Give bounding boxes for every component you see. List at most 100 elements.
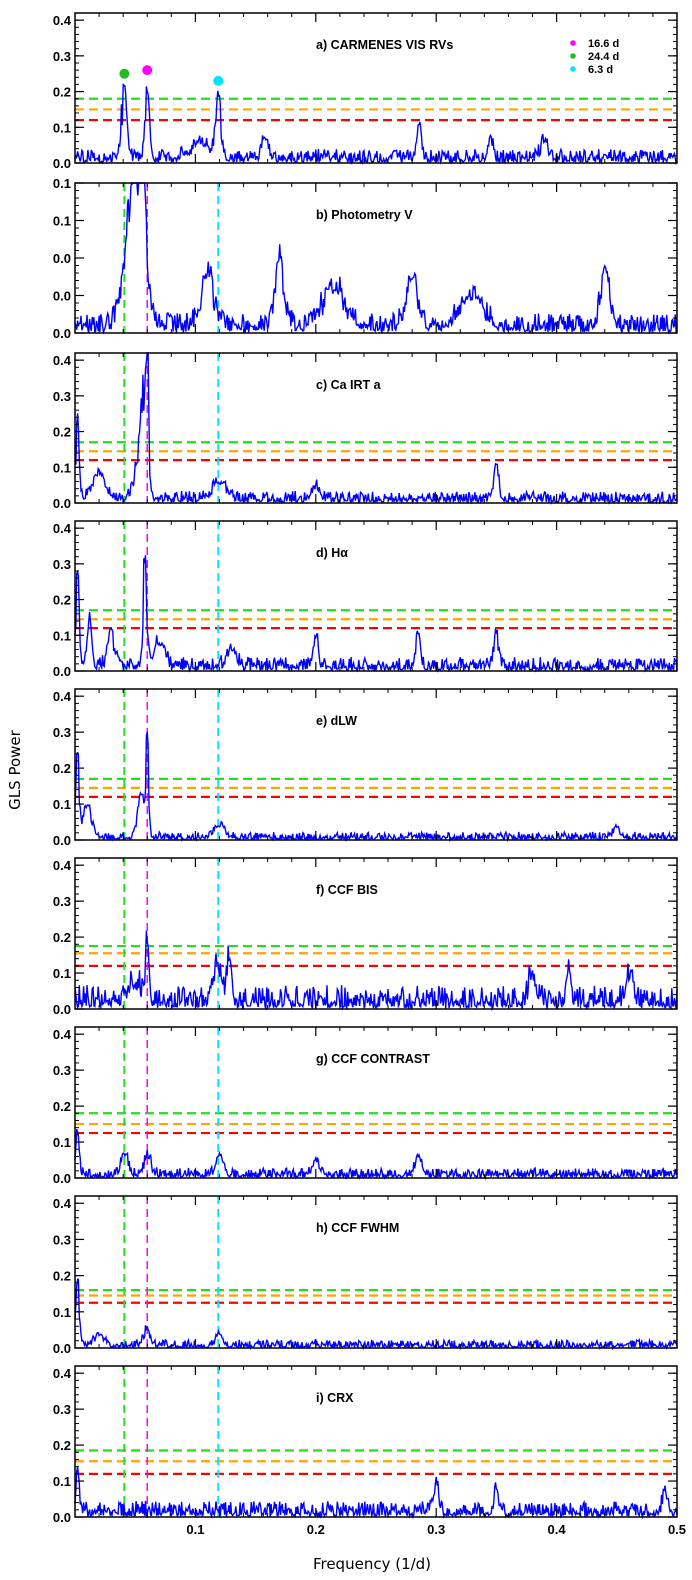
- panel-frame: [74, 520, 678, 672]
- y-tick-label: 0.1: [53, 214, 71, 229]
- y-tick-label: 0.3: [53, 49, 71, 64]
- legend-marker: [570, 53, 576, 59]
- x-tick-label: 0.3: [427, 1522, 445, 1537]
- panel-title: g) CCF CONTRAST: [316, 1052, 430, 1066]
- y-tick-label: 0.1: [53, 1135, 71, 1150]
- panel-frame: [74, 352, 678, 504]
- x-tick-label: 0.5: [668, 1522, 686, 1537]
- y-tick-label: 0.1: [53, 628, 71, 643]
- periodogram-line: [74, 1128, 678, 1181]
- legend-label: 6.3 d: [588, 64, 613, 76]
- y-tick-label: 0.3: [53, 894, 71, 909]
- panel-frame: [74, 1195, 678, 1349]
- panel-title: f) CCF BIS: [316, 883, 378, 897]
- panel-title: b) Photometry V: [316, 208, 413, 222]
- periodogram-line: [74, 555, 678, 673]
- panel-9: 0.0 0.1 0.2 0.3 0.4 0.1 0.2 0.3 0.4 0.5 i) CRX: [53, 1365, 686, 1537]
- y-tick-label: 0.1: [53, 460, 71, 475]
- y-tick-label: 0.2: [53, 85, 71, 100]
- panel-frame: [74, 857, 678, 1010]
- y-tick-label: 0.4: [53, 689, 72, 704]
- panel-6: 0.0 0.1 0.2 0.3 0.4 f) CCF BIS: [53, 857, 678, 1017]
- y-tick-label: 0.1: [53, 797, 71, 812]
- y-tick-label: 0.3: [53, 1402, 71, 1417]
- panel-title: a) CARMENES VIS RVs: [316, 38, 453, 52]
- y-tick-label: 0.1: [53, 120, 71, 135]
- periodogram-line: [74, 1278, 678, 1351]
- y-tick-label: 0.4: [53, 1366, 72, 1381]
- y-tick-label: 0.0: [53, 251, 71, 266]
- y-tick-label: 0.0: [53, 1341, 71, 1356]
- y-tick-label: 0.4: [53, 353, 72, 368]
- y-tick-label: 0.3: [53, 389, 71, 404]
- y-tick-label: 0.2: [53, 593, 71, 608]
- panel-frame: [74, 12, 678, 164]
- y-tick-label: 0.3: [53, 1232, 71, 1247]
- panel-title: c) Ca IRT a: [316, 378, 382, 392]
- panel-frame: [74, 1026, 678, 1179]
- x-tick-label: 0.4: [548, 1522, 567, 1537]
- y-tick-label: 0.0: [53, 1002, 71, 1017]
- y-tick-label: 0.0: [53, 1171, 71, 1186]
- x-tick-label: 0.1: [186, 1522, 204, 1537]
- y-tick-label: 0.3: [53, 1063, 71, 1078]
- y-tick-label: 0.4: [53, 858, 72, 873]
- y-tick-label: 0.4: [53, 1196, 72, 1211]
- panel-frame: [74, 182, 678, 334]
- panel-title: i) CRX: [316, 1391, 354, 1405]
- periodogram-line: [74, 181, 678, 335]
- panel-1: 0.0 0.1 0.2 0.3 0.4 a) CARMENES VIS RVs: [53, 12, 678, 171]
- panel-title: e) dLW: [316, 714, 357, 728]
- marker-6-3d: [213, 75, 224, 86]
- panel-frame: [74, 688, 678, 841]
- panel-title: h) CCF FWHM: [316, 1221, 399, 1235]
- panel-3: 0.0 0.1 0.2 0.3 0.4 c) Ca IRT a: [53, 352, 678, 511]
- panel-7: 0.0 0.1 0.2 0.3 0.4 g) CCF CONTRAST: [53, 1026, 678, 1186]
- y-tick-label: 0.2: [53, 761, 71, 776]
- y-tick-label: 0.0: [53, 326, 71, 341]
- y-tick-label: 0.2: [53, 1099, 71, 1114]
- y-tick-label: 0.0: [53, 833, 71, 848]
- y-tick-label: 0.1: [53, 1474, 71, 1489]
- periodogram-line: [74, 352, 678, 506]
- y-tick-label: 0.2: [53, 1438, 71, 1453]
- y-tick-label: 0.0: [53, 664, 71, 679]
- periodogram-line: [74, 731, 678, 843]
- legend-marker: [570, 66, 576, 72]
- legend: 16.6 d24.4 d6.3 d: [570, 38, 619, 76]
- panel-2: 0.0 0.0 0.0 0.1 0.1 b) Photometry V: [53, 176, 678, 341]
- y-tick-label: 0.0: [53, 289, 71, 304]
- legend-label: 24.4 d: [588, 51, 619, 63]
- panel-4: 0.0 0.1 0.2 0.3 0.4 d) Hα: [53, 520, 678, 679]
- panels: 0.00.10.20.30.4a) CARMENES VIS RVs0.00.0…: [53, 12, 686, 1537]
- periodogram-line: [74, 930, 678, 1012]
- y-tick-label: 0.0: [53, 156, 71, 171]
- periodogram-line: [74, 83, 678, 166]
- y-tick-label: 0.2: [53, 930, 71, 945]
- y-axis-label: GLS Power: [6, 729, 24, 809]
- legend-label: 16.6 d: [588, 38, 619, 50]
- y-tick-label: 0.1: [53, 176, 71, 191]
- marker-16-6d: [142, 65, 153, 76]
- marker-24-4d: [119, 68, 130, 79]
- y-tick-label: 0.1: [53, 966, 71, 981]
- y-tick-label: 0.3: [53, 725, 71, 740]
- y-tick-label: 0.2: [53, 425, 71, 440]
- y-tick-label: 0.2: [53, 1269, 71, 1284]
- panel-5: 0.0 0.1 0.2 0.3 0.4 e) dLW: [53, 688, 678, 848]
- y-tick-label: 0.1: [53, 1305, 71, 1320]
- legend-marker: [570, 40, 576, 46]
- y-tick-label: 0.0: [53, 1510, 71, 1525]
- x-tick-label: 0.2: [307, 1522, 325, 1537]
- y-tick-label: 0.4: [53, 13, 72, 28]
- y-tick-label: 0.4: [53, 521, 72, 536]
- panel-frame: [74, 1365, 678, 1518]
- y-tick-label: 0.3: [53, 557, 71, 572]
- panel-title: d) Hα: [316, 546, 348, 560]
- panel-8: 0.0 0.1 0.2 0.3 0.4 h) CCF FWHM: [53, 1195, 678, 1356]
- y-tick-label: 0.0: [53, 496, 71, 511]
- y-tick-label: 0.4: [53, 1027, 72, 1042]
- periodogram-line: [74, 1467, 678, 1520]
